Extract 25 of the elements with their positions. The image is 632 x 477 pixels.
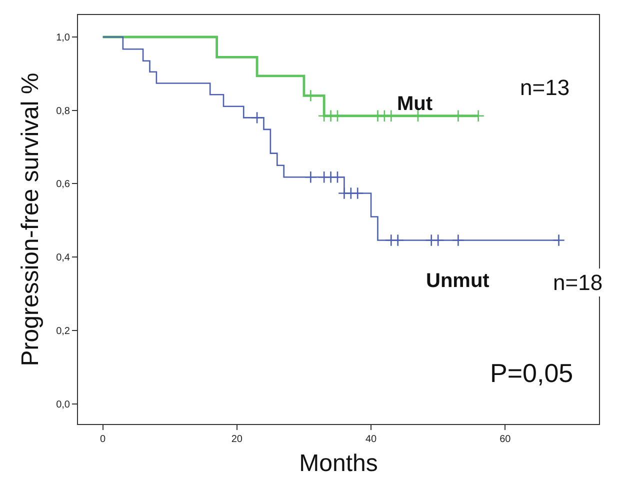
annotation: P=0,05 [490,358,574,388]
point [432,234,444,246]
annotation: n=13 [520,75,570,100]
annotation: Mut [397,93,433,115]
annotation: Unmut [426,270,490,292]
x-tick-label: 60 [500,434,512,445]
y-tick-label: 0,4 [56,252,70,264]
annotation: n=18 [553,270,603,295]
x-tick-label: 40 [365,434,378,445]
point [331,170,344,184]
x-tick-label: 0 [100,434,106,445]
point [392,234,404,246]
x-axis-title: Months [299,450,378,477]
y-tick-label: 0,6 [56,179,70,190]
y-tick-label: 1,0 [56,32,70,44]
point [351,187,364,200]
y-axis-title: Progression-free survival % [17,72,44,366]
x-tick-label: 20 [231,434,243,445]
y-tick-label: 0,2 [56,326,70,337]
y-tick-label: 0,8 [56,106,70,117]
point [250,111,264,124]
point [552,234,566,246]
point [304,170,317,184]
point [452,234,464,246]
y-tick-label: 0,0 [56,399,70,410]
